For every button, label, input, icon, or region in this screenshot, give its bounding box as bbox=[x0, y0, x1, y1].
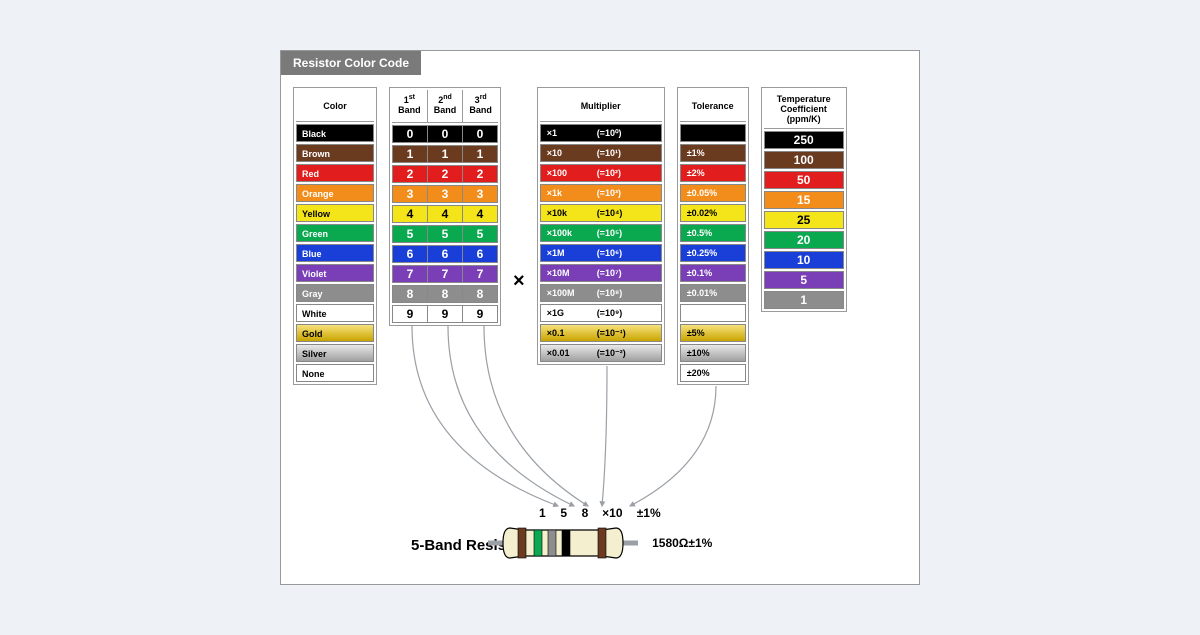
digit-white: 9 bbox=[427, 305, 462, 323]
color-name-blue: Blue bbox=[296, 244, 374, 262]
multiplier-brown: ×10(=10¹) bbox=[540, 144, 662, 162]
color-name-green: Green bbox=[296, 224, 374, 242]
digit-red: 2 bbox=[427, 165, 462, 183]
column-temperature: Temperature Coefficient (ppm/K) 250 100 50… bbox=[761, 87, 847, 312]
digit-green: 5 bbox=[462, 225, 498, 243]
resistor-color-code-panel: Resistor Color Code Color Black Brown Red O… bbox=[280, 50, 920, 585]
digit-yellow: 4 bbox=[462, 205, 498, 223]
color-name-none: None bbox=[296, 364, 374, 382]
tempco-blue: 10 bbox=[764, 251, 844, 269]
digit-orange: 3 bbox=[392, 185, 427, 203]
color-name-white: White bbox=[296, 304, 374, 322]
header-temperature: Temperature Coefficient (ppm/K) bbox=[764, 90, 844, 129]
digit-black: 0 bbox=[427, 125, 462, 143]
resistor-illustration bbox=[488, 516, 638, 570]
digit-violet: 7 bbox=[427, 265, 462, 283]
digit-violet: 7 bbox=[392, 265, 427, 283]
tempco-brown: 100 bbox=[764, 151, 844, 169]
digit-brown: 1 bbox=[427, 145, 462, 163]
color-name-black: Black bbox=[296, 124, 374, 142]
tolerance-gold: ±5% bbox=[680, 324, 746, 342]
column-color: Color Black Brown Red Orange Yellow Green Blue… bbox=[293, 87, 377, 385]
header-band-2: 2ndBand bbox=[428, 90, 464, 122]
multiplier-blue: ×1M(=10⁶) bbox=[540, 244, 662, 262]
digit-brown: 1 bbox=[392, 145, 427, 163]
digit-red: 2 bbox=[462, 165, 498, 183]
resistor-example: 1 5 8 ×10 ±1% 1580Ω±1% bbox=[281, 506, 919, 570]
digit-green: 5 bbox=[392, 225, 427, 243]
digit-gray: 8 bbox=[427, 285, 462, 303]
tolerance-white bbox=[680, 304, 746, 322]
multiplier-green: ×100k(=10⁵) bbox=[540, 224, 662, 242]
tempco-gray: 1 bbox=[764, 291, 844, 309]
digit-orange: 3 bbox=[462, 185, 498, 203]
tolerance-orange: ±0.05% bbox=[680, 184, 746, 202]
tolerance-silver: ±10% bbox=[680, 344, 746, 362]
header-tolerance: Tolerance bbox=[680, 90, 746, 122]
tolerance-black bbox=[680, 124, 746, 142]
column-multiplier: Multiplier ×1(=10⁰) ×10(=10¹) ×100(=10²) ×1… bbox=[537, 87, 665, 365]
digit-black: 0 bbox=[462, 125, 498, 143]
tempco-green: 20 bbox=[764, 231, 844, 249]
digit-blue: 6 bbox=[462, 245, 498, 263]
multiplier-gold: ×0.1(=10⁻¹) bbox=[540, 324, 662, 342]
multiplier-yellow: ×10k(=10⁴) bbox=[540, 204, 662, 222]
column-tolerance: Tolerance ±1% ±2% ±0.05% ±0.02% ±0.5% ±0.25% ±… bbox=[677, 87, 749, 385]
multiplier-silver: ×0.01(=10⁻²) bbox=[540, 344, 662, 362]
header-color: Color bbox=[296, 90, 374, 122]
color-name-violet: Violet bbox=[296, 264, 374, 282]
tempco-orange: 15 bbox=[764, 191, 844, 209]
header-band-1: 1stBand bbox=[392, 90, 428, 122]
multiplier-red: ×100(=10²) bbox=[540, 164, 662, 182]
digit-violet: 7 bbox=[462, 265, 498, 283]
tolerance-blue: ±0.25% bbox=[680, 244, 746, 262]
digit-red: 2 bbox=[392, 165, 427, 183]
example-result: 1580Ω±1% bbox=[652, 536, 712, 550]
column-bands: 1stBand 2ndBand 3rdBand 0001112223334445… bbox=[389, 87, 501, 326]
header-multiplier: Multiplier bbox=[540, 90, 662, 122]
color-name-brown: Brown bbox=[296, 144, 374, 162]
digit-black: 0 bbox=[392, 125, 427, 143]
digit-white: 9 bbox=[392, 305, 427, 323]
tolerance-green: ±0.5% bbox=[680, 224, 746, 242]
color-name-gray: Gray bbox=[296, 284, 374, 302]
digit-brown: 1 bbox=[462, 145, 498, 163]
tolerance-red: ±2% bbox=[680, 164, 746, 182]
digit-gray: 8 bbox=[392, 285, 427, 303]
color-name-silver: Silver bbox=[296, 344, 374, 362]
digit-white: 9 bbox=[462, 305, 498, 323]
digit-blue: 6 bbox=[392, 245, 427, 263]
multiplier-white: ×1G(=10⁹) bbox=[540, 304, 662, 322]
tempco-red: 50 bbox=[764, 171, 844, 189]
color-name-yellow: Yellow bbox=[296, 204, 374, 222]
tolerance-yellow: ±0.02% bbox=[680, 204, 746, 222]
tolerance-gray: ±0.01% bbox=[680, 284, 746, 302]
panel-title: Resistor Color Code bbox=[281, 51, 421, 75]
tempco-violet: 5 bbox=[764, 271, 844, 289]
color-name-gold: Gold bbox=[296, 324, 374, 342]
tolerance-brown: ±1% bbox=[680, 144, 746, 162]
multiplier-gray: ×100M(=10⁸) bbox=[540, 284, 662, 302]
multiplier-orange: ×1k(=10³) bbox=[540, 184, 662, 202]
digit-yellow: 4 bbox=[427, 205, 462, 223]
multiplier-black: ×1(=10⁰) bbox=[540, 124, 662, 142]
tables-row: Color Black Brown Red Orange Yellow Green Blue… bbox=[293, 87, 907, 385]
digit-orange: 3 bbox=[427, 185, 462, 203]
header-band-3: 3rdBand bbox=[463, 90, 498, 122]
tempco-black: 250 bbox=[764, 131, 844, 149]
color-name-red: Red bbox=[296, 164, 374, 182]
color-name-orange: Orange bbox=[296, 184, 374, 202]
multiply-symbol: × bbox=[513, 270, 525, 293]
digit-green: 5 bbox=[427, 225, 462, 243]
digit-yellow: 4 bbox=[392, 205, 427, 223]
digit-gray: 8 bbox=[462, 285, 498, 303]
digit-blue: 6 bbox=[427, 245, 462, 263]
tolerance-violet: ±0.1% bbox=[680, 264, 746, 282]
tempco-yellow: 25 bbox=[764, 211, 844, 229]
tolerance-none: ±20% bbox=[680, 364, 746, 382]
multiplier-violet: ×10M(=10⁷) bbox=[540, 264, 662, 282]
